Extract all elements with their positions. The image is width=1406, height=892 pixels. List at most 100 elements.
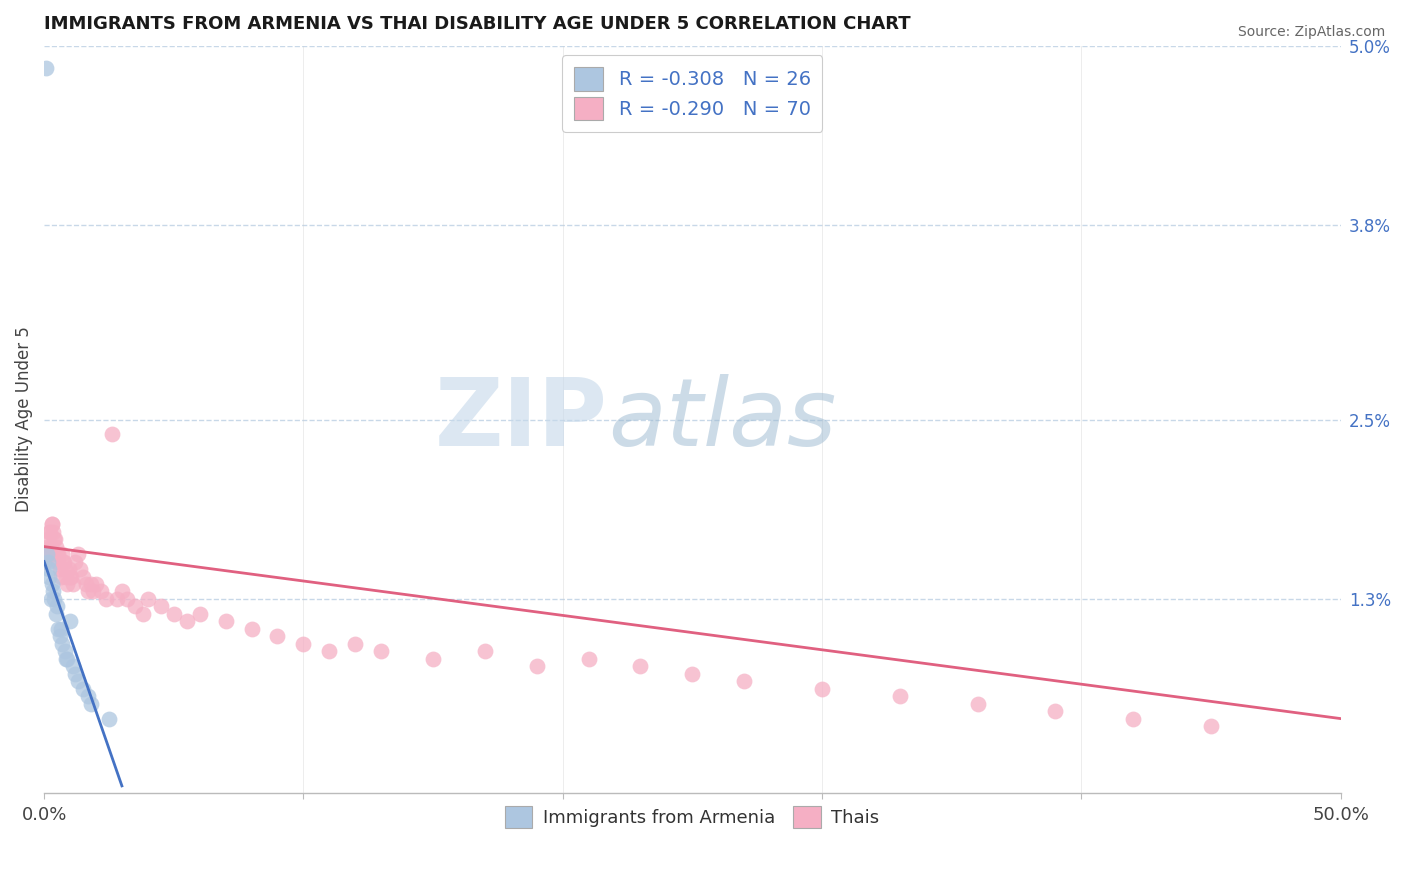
Point <box>42 524 65 539</box>
Point <box>44 591 66 606</box>
Point <box>1045 704 1067 718</box>
Point <box>80 697 103 711</box>
Point <box>77 689 100 703</box>
Point <box>45 540 67 554</box>
Point <box>51 547 73 561</box>
Point <box>149 599 172 614</box>
Point <box>100 427 122 442</box>
Point <box>53 562 76 576</box>
Point <box>163 607 186 621</box>
Point <box>266 629 288 643</box>
Point <box>733 674 755 689</box>
Point <box>1199 719 1222 733</box>
Point <box>48 555 70 569</box>
Point <box>966 697 988 711</box>
Point <box>44 532 66 546</box>
Point <box>62 659 84 673</box>
Point <box>111 584 134 599</box>
Text: ZIP: ZIP <box>436 374 607 466</box>
Point <box>41 517 63 532</box>
Point <box>58 562 80 576</box>
Point <box>35 547 58 561</box>
Point <box>37 555 59 569</box>
Point <box>38 569 60 583</box>
Point <box>240 622 263 636</box>
Point <box>49 569 72 583</box>
Point <box>422 652 444 666</box>
Point <box>578 652 600 666</box>
Text: IMMIGRANTS FROM ARMENIA VS THAI DISABILITY AGE UNDER 5 CORRELATION CHART: IMMIGRANTS FROM ARMENIA VS THAI DISABILI… <box>44 15 911 33</box>
Point <box>75 577 97 591</box>
Point <box>48 562 70 576</box>
Point <box>72 681 94 696</box>
Point <box>176 615 198 629</box>
Point <box>41 577 63 591</box>
Point <box>69 562 91 576</box>
Point <box>630 659 652 673</box>
Point <box>42 584 65 599</box>
Point <box>48 622 70 636</box>
Point <box>90 584 112 599</box>
Point <box>292 637 315 651</box>
Point <box>56 577 79 591</box>
Point <box>39 540 62 554</box>
Point <box>344 637 367 651</box>
Point <box>66 547 89 561</box>
Point <box>72 569 94 583</box>
Point <box>55 569 77 583</box>
Point <box>105 591 128 606</box>
Point <box>60 569 83 583</box>
Text: Source: ZipAtlas.com: Source: ZipAtlas.com <box>1237 25 1385 39</box>
Point <box>77 584 100 599</box>
Point <box>38 524 60 539</box>
Point <box>37 532 59 546</box>
Point <box>48 629 70 643</box>
Point <box>188 607 211 621</box>
Point <box>41 517 63 532</box>
Point <box>136 591 159 606</box>
Point <box>53 644 76 658</box>
Point <box>66 674 89 689</box>
Point <box>889 689 911 703</box>
Point <box>46 547 69 561</box>
Point <box>811 681 834 696</box>
Point <box>84 577 107 591</box>
Point <box>45 607 67 621</box>
Point <box>131 607 153 621</box>
Point <box>318 644 340 658</box>
Point <box>65 555 87 569</box>
Point <box>96 591 118 606</box>
Point <box>65 666 87 681</box>
Point <box>681 666 703 681</box>
Point <box>37 540 59 554</box>
Text: atlas: atlas <box>607 374 837 465</box>
Point <box>38 562 60 576</box>
Point <box>52 555 75 569</box>
Point <box>526 659 548 673</box>
Point <box>80 577 103 591</box>
Point <box>55 652 77 666</box>
Point <box>474 644 496 658</box>
Point <box>39 591 62 606</box>
Point <box>1122 712 1144 726</box>
Point <box>124 599 146 614</box>
Point <box>38 524 60 539</box>
Point <box>46 547 69 561</box>
Point <box>370 644 392 658</box>
Point <box>35 61 58 75</box>
Point <box>37 547 59 561</box>
Point <box>97 712 120 726</box>
Point <box>214 615 236 629</box>
Legend: Immigrants from Armenia, Thais: Immigrants from Armenia, Thais <box>496 797 889 837</box>
Point <box>44 532 66 546</box>
Point <box>56 652 79 666</box>
Point <box>49 622 72 636</box>
Point <box>115 591 138 606</box>
Point <box>62 577 84 591</box>
Point <box>59 569 82 583</box>
Point <box>59 615 82 629</box>
Point <box>52 555 75 569</box>
Point <box>34 555 56 569</box>
Point <box>51 637 73 651</box>
Point <box>82 584 104 599</box>
